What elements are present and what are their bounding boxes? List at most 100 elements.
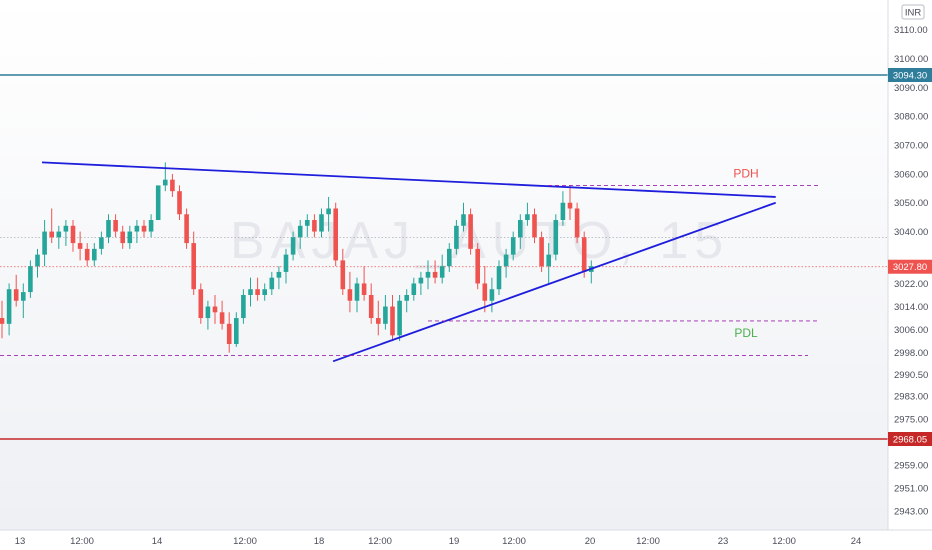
candle-body xyxy=(368,294,374,319)
time-tick-label: 12:00 xyxy=(368,536,392,547)
time-tick-label: 14 xyxy=(152,536,163,547)
time-tick-label: 12:00 xyxy=(772,536,796,547)
price-level-tag xyxy=(888,68,932,82)
candle-body xyxy=(489,289,495,301)
candle-body xyxy=(297,225,303,238)
candle-body xyxy=(276,271,282,278)
candle-body xyxy=(170,179,175,192)
candle-body xyxy=(574,208,580,238)
candle-body xyxy=(0,318,5,324)
time-tick-label: 19 xyxy=(449,536,460,547)
reference-level-label: PDL xyxy=(734,326,758,340)
price-tick-label: 3050.00 xyxy=(894,198,928,209)
candle-body xyxy=(361,283,367,295)
candle-body xyxy=(567,202,573,209)
price-tick-label: 3060.00 xyxy=(894,169,928,180)
candle-body xyxy=(425,271,431,278)
candle-body xyxy=(411,283,417,295)
candle-body xyxy=(475,248,480,284)
price-tick-label: 2951.00 xyxy=(894,484,928,495)
price-tick-label: 2983.00 xyxy=(894,391,928,402)
trendlines xyxy=(41,161,777,363)
candle-body xyxy=(312,220,317,232)
price-tick-label: 3100.00 xyxy=(894,54,928,65)
candle-body xyxy=(347,289,353,301)
price-level-tag-label: 3094.30 xyxy=(893,71,927,82)
candle-body xyxy=(432,271,438,278)
candle-body xyxy=(518,220,523,238)
candle-body xyxy=(21,292,26,301)
candle-body xyxy=(383,306,388,324)
candle-body xyxy=(510,237,516,255)
candle-body xyxy=(63,225,69,232)
candle-body xyxy=(148,220,154,232)
candle-body xyxy=(113,220,118,232)
candle-body xyxy=(340,260,346,290)
candle-body xyxy=(376,318,381,324)
candle-body xyxy=(241,294,246,319)
candle-body xyxy=(212,306,218,313)
candle-body xyxy=(525,214,530,221)
time-axis-ticks: 13 12:00 14 12:00 18 12:00 19 12:00 20 12:00 23 12:… xyxy=(15,536,862,547)
price-tick-label: 3040.00 xyxy=(894,227,928,238)
candle-body xyxy=(390,306,395,336)
candle-body xyxy=(333,208,338,261)
candle-body xyxy=(99,237,104,249)
candle-body xyxy=(70,225,76,244)
price-tick-label: 3014.00 xyxy=(894,302,928,313)
last-price-tag xyxy=(888,259,932,274)
time-tick-label: 12:00 xyxy=(636,536,660,547)
candle-body xyxy=(49,231,54,238)
candle-body xyxy=(305,220,310,226)
price-tags: 3094.30 2968.05 3027.80 xyxy=(888,68,932,446)
candle-body xyxy=(155,185,161,221)
time-tick-label: 24 xyxy=(851,536,862,547)
candle-body xyxy=(553,220,559,255)
candle-body xyxy=(205,306,211,319)
time-tick-label: 13 xyxy=(15,536,26,547)
candle-body xyxy=(418,277,424,284)
candle-body xyxy=(177,191,182,215)
candle-body xyxy=(134,225,140,232)
candle-body xyxy=(92,248,97,261)
candle-body xyxy=(198,289,204,319)
price-tick-label: 2998.00 xyxy=(894,348,928,359)
candle-body xyxy=(84,248,90,261)
candle-body xyxy=(496,266,502,290)
candle-body xyxy=(354,283,360,301)
candle-body xyxy=(42,231,47,255)
price-tick-label: 3070.00 xyxy=(894,141,928,152)
time-tick-label: 12:00 xyxy=(70,536,94,547)
candle-body xyxy=(127,231,133,244)
candle-body xyxy=(163,179,168,186)
price-tick-label: 3080.00 xyxy=(894,112,928,123)
candle-body xyxy=(262,289,267,295)
trendline xyxy=(332,201,777,363)
candle-body xyxy=(248,289,253,295)
time-tick-label: 12:00 xyxy=(502,536,526,547)
price-tick-label: 2990.50 xyxy=(894,370,928,381)
candle-body xyxy=(6,289,12,324)
candles xyxy=(0,162,594,353)
candle-body xyxy=(120,231,125,244)
candle-body xyxy=(468,214,473,249)
candle-body xyxy=(290,237,296,255)
candle-body xyxy=(482,283,488,301)
price-tick-label: 3110.00 xyxy=(894,25,928,36)
candle-body xyxy=(439,266,445,278)
currency-badge[interactable] xyxy=(901,4,925,20)
time-axis-panel[interactable] xyxy=(0,530,932,550)
candle-body xyxy=(397,300,402,336)
candle-body xyxy=(560,202,566,221)
price-tick-label: 2975.00 xyxy=(894,414,928,425)
candle-body xyxy=(581,237,587,272)
candle-body xyxy=(326,208,331,215)
candle-body xyxy=(461,214,466,226)
price-level-tag xyxy=(888,432,932,446)
price-tick-label: 2959.00 xyxy=(894,461,928,472)
horizontal-levels xyxy=(0,74,888,440)
candle-body xyxy=(255,289,260,295)
candle-body xyxy=(219,312,225,324)
candle-body xyxy=(141,225,147,232)
